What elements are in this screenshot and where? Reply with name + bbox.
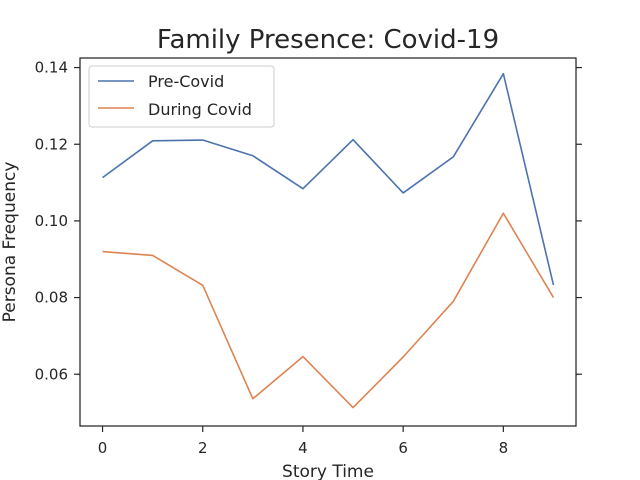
y-tick-label: 0.06 (35, 365, 68, 383)
chart-title: Family Presence: Covid-19 (157, 25, 499, 55)
tick-labels: 0 2 4 6 8 0.06 0.08 0.10 0.12 0.14 (35, 59, 509, 457)
series-lines (102, 72, 555, 409)
y-tick-label: 0.08 (35, 289, 68, 307)
series-line-during-covid (102, 212, 555, 409)
x-tick-label: 0 (98, 439, 108, 457)
legend-box (88, 65, 275, 128)
x-axis-label: Story Time (282, 462, 374, 480)
x-tick-label: 4 (298, 439, 308, 457)
legend-label-pre-covid: Pre-Covid (148, 72, 224, 91)
y-tick-label: 0.12 (35, 135, 68, 153)
tick-marks (74, 66, 582, 432)
legend: Pre-Covid During Covid (88, 65, 275, 128)
plot-area-frame (79, 57, 577, 427)
x-tick-label: 8 (499, 439, 509, 457)
x-tick-label: 6 (398, 439, 408, 457)
y-tick-label: 0.14 (35, 59, 68, 77)
series-line-pre-covid (102, 72, 555, 286)
y-axis-label: Persona Frequency (0, 162, 20, 323)
y-tick-label: 0.10 (35, 212, 68, 230)
legend-label-during-covid: During Covid (148, 100, 252, 119)
x-tick-label: 2 (198, 439, 208, 457)
